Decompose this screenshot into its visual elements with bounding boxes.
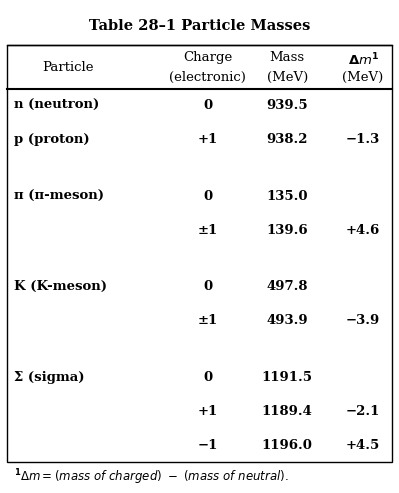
Text: Table 28–1 Particle Masses: Table 28–1 Particle Masses bbox=[89, 19, 310, 33]
Text: +1: +1 bbox=[198, 405, 217, 418]
Text: 939.5: 939.5 bbox=[267, 99, 308, 112]
Text: Mass: Mass bbox=[270, 51, 305, 64]
Text: 1191.5: 1191.5 bbox=[262, 371, 313, 384]
Bar bbox=[7, 45, 392, 462]
Text: Σ (sigma): Σ (sigma) bbox=[14, 371, 85, 384]
Text: +4.5: +4.5 bbox=[346, 439, 380, 452]
Text: $\mathbf{\Delta}$$\mathit{m}$$^{\mathbf{1}}$: $\mathbf{\Delta}$$\mathit{m}$$^{\mathbf{… bbox=[348, 51, 379, 68]
Text: 0: 0 bbox=[203, 280, 212, 293]
Text: Particle: Particle bbox=[42, 61, 94, 73]
Text: (MeV): (MeV) bbox=[342, 71, 384, 84]
Text: 1196.0: 1196.0 bbox=[262, 439, 313, 452]
Text: 1189.4: 1189.4 bbox=[262, 405, 313, 418]
Text: 139.6: 139.6 bbox=[267, 224, 308, 237]
Text: −3.9: −3.9 bbox=[346, 315, 380, 327]
Text: π (π-meson): π (π-meson) bbox=[14, 190, 104, 203]
Text: n (neutron): n (neutron) bbox=[14, 99, 99, 112]
Text: −1: −1 bbox=[197, 439, 218, 452]
Text: −1.3: −1.3 bbox=[346, 134, 380, 146]
Text: 0: 0 bbox=[203, 371, 212, 384]
Text: +4.6: +4.6 bbox=[346, 224, 380, 237]
Text: 0: 0 bbox=[203, 99, 212, 112]
Text: p (proton): p (proton) bbox=[14, 134, 90, 146]
Text: ±1: ±1 bbox=[198, 224, 217, 237]
Text: +1: +1 bbox=[198, 134, 217, 146]
Text: 0: 0 bbox=[203, 190, 212, 203]
Text: ±1: ±1 bbox=[198, 315, 217, 327]
Text: 938.2: 938.2 bbox=[267, 134, 308, 146]
Text: −2.1: −2.1 bbox=[346, 405, 380, 418]
Text: 135.0: 135.0 bbox=[267, 190, 308, 203]
Text: (MeV): (MeV) bbox=[267, 71, 308, 84]
Text: 493.9: 493.9 bbox=[267, 315, 308, 327]
Text: Charge: Charge bbox=[183, 51, 232, 64]
Text: $^{\mathbf{1}}$$\mathit{\Delta m = (mass\ of\ charged)\ -\ (mass\ of\ neutral).}: $^{\mathbf{1}}$$\mathit{\Delta m = (mass… bbox=[14, 467, 289, 487]
Text: (electronic): (electronic) bbox=[169, 71, 246, 84]
Text: 497.8: 497.8 bbox=[267, 280, 308, 293]
Text: K (K-meson): K (K-meson) bbox=[14, 280, 107, 293]
